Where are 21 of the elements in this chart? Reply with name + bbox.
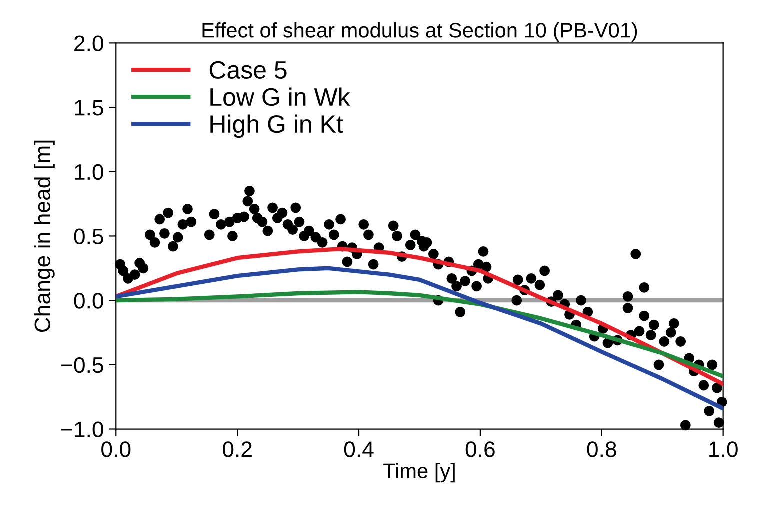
legend-label: Low G in Wk xyxy=(210,88,350,106)
x-tick-label: 0.0 xyxy=(102,442,131,458)
line-series xyxy=(116,290,724,379)
legend-label: Case 5 xyxy=(210,61,287,80)
line-series xyxy=(116,266,724,411)
y-tick-label: −1.0 xyxy=(62,422,104,438)
x-axis-title: Time [y] xyxy=(384,463,455,483)
x-tick-label: 1.0 xyxy=(710,442,738,458)
y-tick-label: 2.0 xyxy=(74,36,104,52)
y-tick-label: 1.0 xyxy=(75,164,104,180)
y-tick-label: 1.5 xyxy=(75,100,104,116)
y-tick-label: 0.0 xyxy=(74,293,104,309)
y-axis-title: Change in head [m] xyxy=(34,140,55,332)
legend-label: High G in Kt xyxy=(210,114,344,138)
x-tick-label: 0.6 xyxy=(466,442,495,458)
y-tick-label: −0.5 xyxy=(62,357,104,374)
x-tick-label: 0.2 xyxy=(222,442,252,458)
x-tick-label: 0.8 xyxy=(587,442,616,458)
chart-title: Effect of shear modulus at Section 10 (PB-V01) xyxy=(202,22,638,42)
y-tick-label: 0.5 xyxy=(74,228,104,244)
x-tick-label: 0.4 xyxy=(344,442,374,458)
